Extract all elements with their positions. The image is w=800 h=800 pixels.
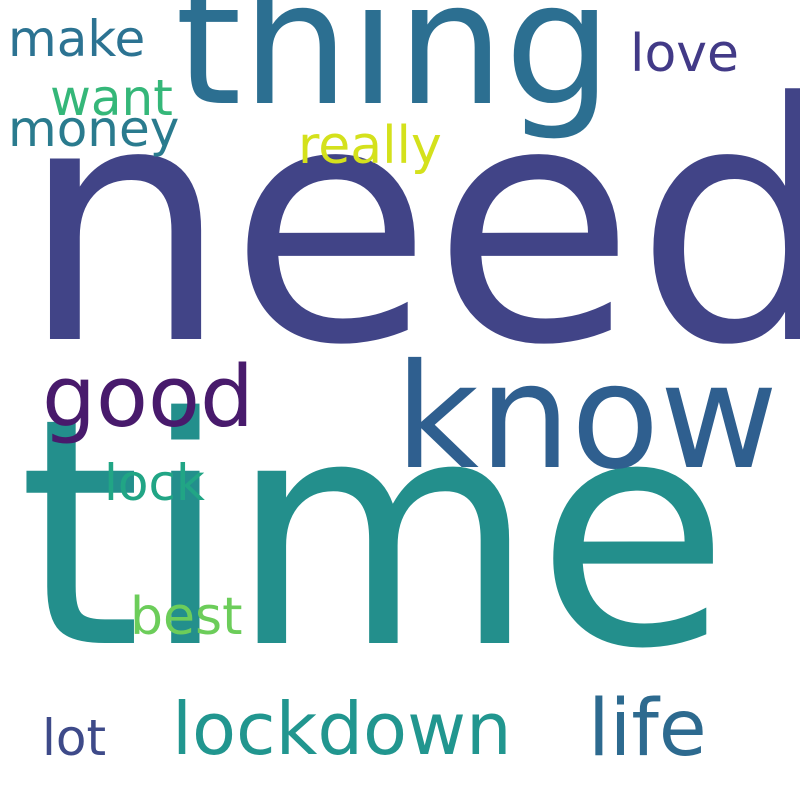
word-need: need bbox=[20, 33, 800, 417]
word-know: know bbox=[395, 333, 779, 502]
word-good: good bbox=[42, 348, 254, 447]
word-life: life bbox=[588, 684, 707, 774]
word-lockdown: lockdown bbox=[172, 687, 512, 771]
word-money: money bbox=[8, 100, 180, 158]
word-want: want bbox=[50, 69, 173, 127]
word-time: time bbox=[18, 352, 730, 718]
word-lock: lock bbox=[104, 454, 205, 512]
word-lot: lot bbox=[42, 709, 107, 767]
word-love: love bbox=[630, 24, 740, 84]
word-best: best bbox=[130, 587, 243, 647]
word-thing: thing bbox=[175, 0, 613, 144]
word-really: really bbox=[298, 116, 442, 176]
word-make: make bbox=[8, 10, 146, 68]
